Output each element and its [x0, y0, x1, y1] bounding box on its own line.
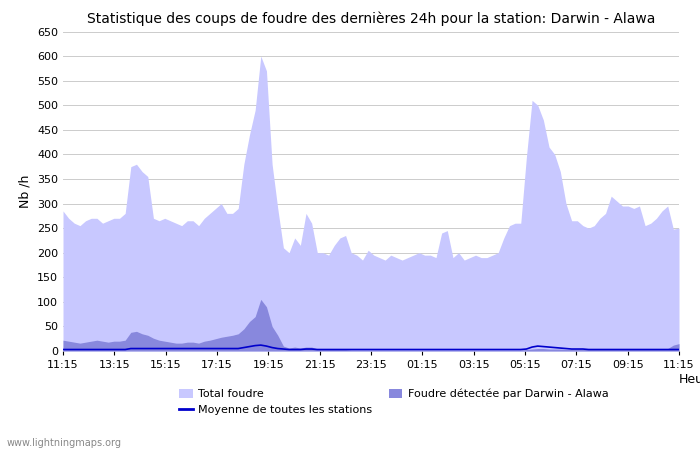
Y-axis label: Nb /h: Nb /h: [18, 175, 32, 208]
Legend: Total foudre, Moyenne de toutes les stations, Foudre détectée par Darwin - Alawa: Total foudre, Moyenne de toutes les stat…: [179, 388, 609, 415]
Title: Statistique des coups de foudre des dernières 24h pour la station: Darwin - Alaw: Statistique des coups de foudre des dern…: [87, 12, 655, 26]
Text: www.lightningmaps.org: www.lightningmaps.org: [7, 438, 122, 448]
X-axis label: Heure: Heure: [679, 374, 700, 387]
